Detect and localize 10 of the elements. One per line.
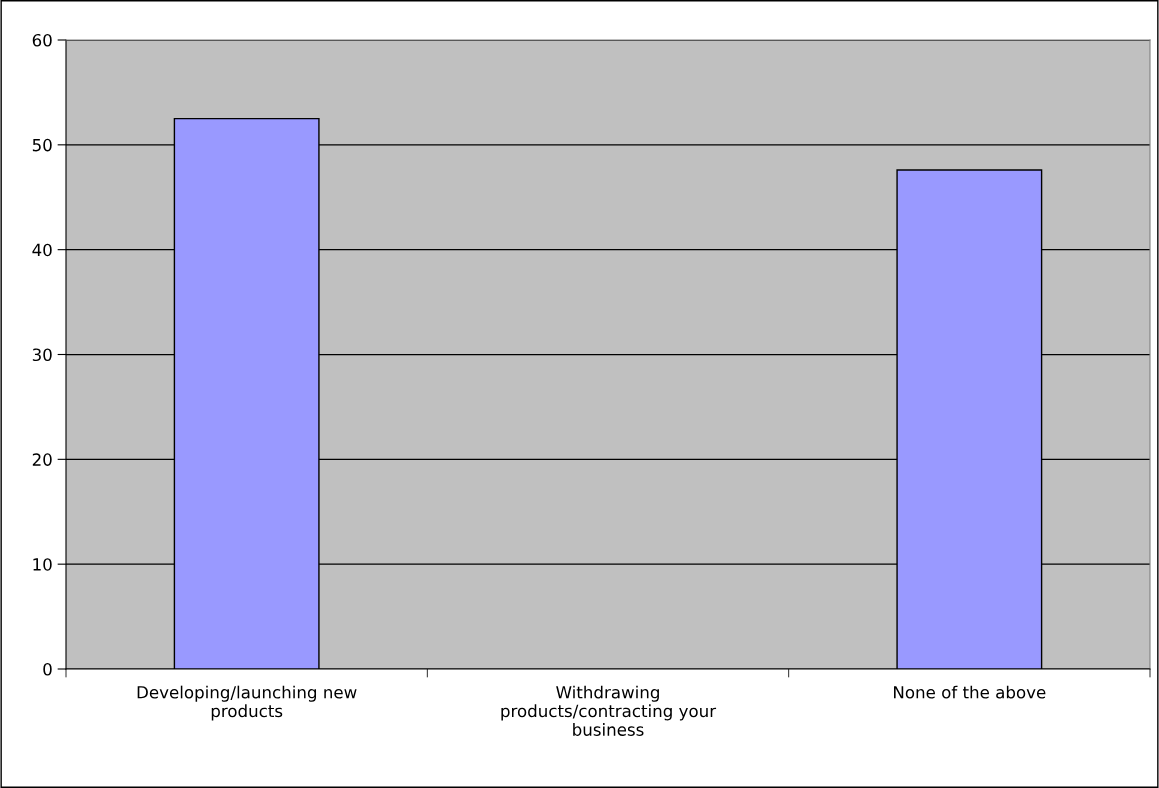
y-tick-label: 10: [33, 558, 52, 571]
y-tick-label: 50: [32, 138, 52, 152]
x-tick-label: Developing/launching new products: [137, 685, 357, 721]
x-tick-label: None of the above: [894, 685, 1046, 699]
y-tick-label: 0: [43, 662, 52, 676]
y-tick-label: 30: [32, 348, 52, 362]
y-tick-label: 40: [32, 243, 52, 257]
y-tick-label: 60: [32, 33, 52, 47]
y-tick-label: 20: [32, 453, 52, 466]
x-tick-label: Withdrawing products/contracting your business: [501, 685, 717, 736]
